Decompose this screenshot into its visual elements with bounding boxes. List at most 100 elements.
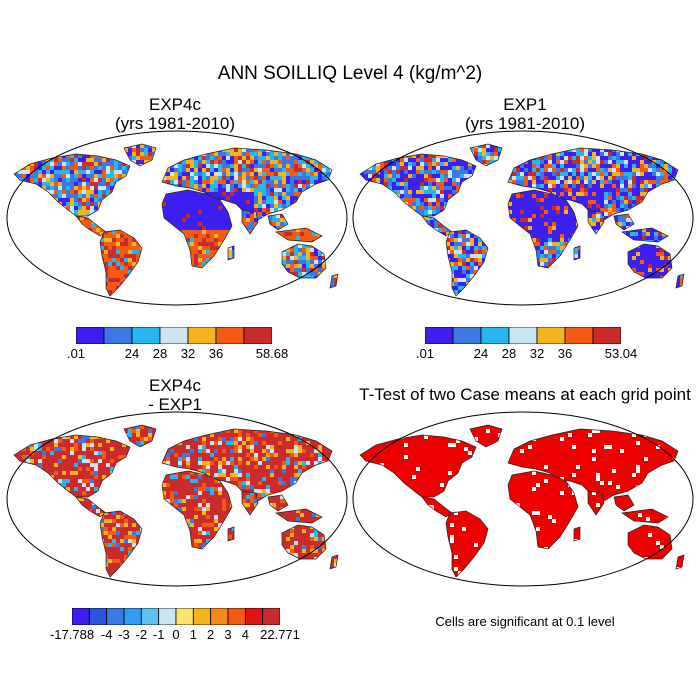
landmass-indonesia <box>276 228 322 242</box>
colorbar-swatch <box>192 608 212 625</box>
colorbar-label: 32 <box>529 346 545 361</box>
coastline-se-asia <box>267 494 289 512</box>
colorbar-swatch <box>452 327 482 344</box>
colorbar-swatch <box>480 327 510 344</box>
coastline-north-america <box>13 434 131 498</box>
colorbar-exp1-labels: .01 24 28 32 36 53.04 <box>416 346 637 362</box>
coastline-africa <box>507 189 579 269</box>
colorbar-diff-labels: -17.788 -4 -3 -2 -1 0 1 2 3 4 22.771 <box>50 627 300 643</box>
colorbar-swatch <box>175 608 194 625</box>
colorbar-exp4c <box>76 327 272 344</box>
colorbar-label: -4 <box>100 627 113 642</box>
panel-title-diff-line2: - EXP1 <box>148 395 202 414</box>
map-exp4c <box>6 130 348 306</box>
landmass-south-america <box>446 511 488 577</box>
colorbar-swatch <box>123 608 142 625</box>
landmass-se-asia <box>614 214 634 230</box>
colorbar-label: 0 <box>172 627 180 642</box>
coastline-greenland <box>123 143 157 167</box>
colorbar-swatch <box>243 327 272 344</box>
colorbar-exp1 <box>425 327 621 344</box>
coastline-madagascar <box>227 526 235 542</box>
colorbar-exp4c-labels: .01 24 28 32 36 58.68 <box>67 346 288 362</box>
colorbar-swatch <box>140 608 160 625</box>
landmass-se-asia <box>614 495 634 511</box>
colorbar-swatch <box>564 327 594 344</box>
landmass-south-america <box>100 230 142 296</box>
map-exp1 <box>352 130 694 306</box>
colorbar-label: .01 <box>66 346 86 361</box>
colorbar-label: 28 <box>152 346 168 361</box>
landmass-greenland <box>470 144 502 166</box>
landmass-africa <box>162 471 232 549</box>
colorbar-label: -3 <box>118 627 130 642</box>
colorbar-diff <box>72 608 280 625</box>
coastline-australia <box>627 524 673 560</box>
landmass-south-america <box>100 511 142 577</box>
panel-title-exp4c-line2: (yrs 1981-2010) <box>114 114 235 133</box>
landmass-australia <box>628 525 672 559</box>
landmass-australia <box>628 244 672 278</box>
landmass-indonesia <box>622 509 668 523</box>
landmass-africa <box>508 471 578 549</box>
coastline-greenland <box>123 424 157 448</box>
coastline-australia <box>281 524 327 560</box>
landmass-africa <box>162 190 232 268</box>
map-border <box>352 411 694 587</box>
map-ttest <box>352 411 694 587</box>
landmass-africa <box>508 190 578 268</box>
landmass-india <box>588 210 604 234</box>
coastline-indonesia <box>621 227 669 243</box>
colorbar-label: -2 <box>135 627 148 642</box>
coastline-india <box>587 209 605 235</box>
colorbar-label: 36 <box>557 346 573 361</box>
figure-title: ANN SOILLIQ Level 4 (kg/m^2) <box>217 63 483 84</box>
landmass-se-asia <box>268 214 288 230</box>
coastline-new-zealand <box>675 273 685 289</box>
map-diff <box>6 411 348 587</box>
map-border <box>6 130 348 306</box>
colorbar-swatch <box>72 608 90 625</box>
coastline-australia <box>281 243 327 279</box>
colorbar-swatch <box>103 327 133 344</box>
coastline-madagascar <box>227 245 235 261</box>
colorbar-swatch <box>76 327 105 344</box>
landmass-australia <box>282 244 326 278</box>
landmass-india <box>588 491 604 515</box>
coastline-greenland <box>469 143 503 167</box>
panel-title-diff-line1: EXP4c <box>149 376 201 395</box>
colorbar-swatch <box>131 327 161 344</box>
coastline-north-america <box>13 153 131 217</box>
colorbar-label: -1 <box>152 627 165 642</box>
colorbar-swatch <box>88 608 108 625</box>
landmass-australia <box>282 525 326 559</box>
coastline-greenland <box>469 424 503 448</box>
coastline-india <box>241 490 259 516</box>
colorbar-label: 28 <box>501 346 517 361</box>
panel-title-exp4c: EXP4c (yrs 1981-2010) <box>25 95 325 133</box>
coastline-new-zealand <box>675 554 685 570</box>
coastline-north-america <box>359 153 477 217</box>
colorbar-label: 4 <box>241 627 249 642</box>
coastline-india <box>241 209 259 235</box>
colorbar-label: 36 <box>208 346 224 361</box>
colorbar-label: 22.771 <box>260 627 300 642</box>
colorbar-label: 24 <box>124 346 140 361</box>
colorbar-label: 58.68 <box>255 346 289 361</box>
landmass-greenland <box>470 425 502 447</box>
panel-title-exp1-line2: (yrs 1981-2010) <box>464 114 585 133</box>
colorbar-swatch <box>106 608 125 625</box>
colorbar-label: 1 <box>189 627 197 642</box>
coastline-madagascar <box>573 245 581 261</box>
panel-title-exp1-line1: EXP1 <box>503 95 547 114</box>
coastline-africa <box>161 189 233 269</box>
landmass-greenland <box>124 425 156 447</box>
landmass-south-america <box>446 230 488 296</box>
panel-title-exp1: EXP1 (yrs 1981-2010) <box>375 95 675 133</box>
colorbar-swatch <box>536 327 566 344</box>
coastline-se-asia <box>613 494 635 512</box>
colorbar-swatch <box>425 327 454 344</box>
coastline-south-america <box>99 510 143 578</box>
map-border <box>352 130 694 306</box>
coastline-south-america <box>99 229 143 297</box>
